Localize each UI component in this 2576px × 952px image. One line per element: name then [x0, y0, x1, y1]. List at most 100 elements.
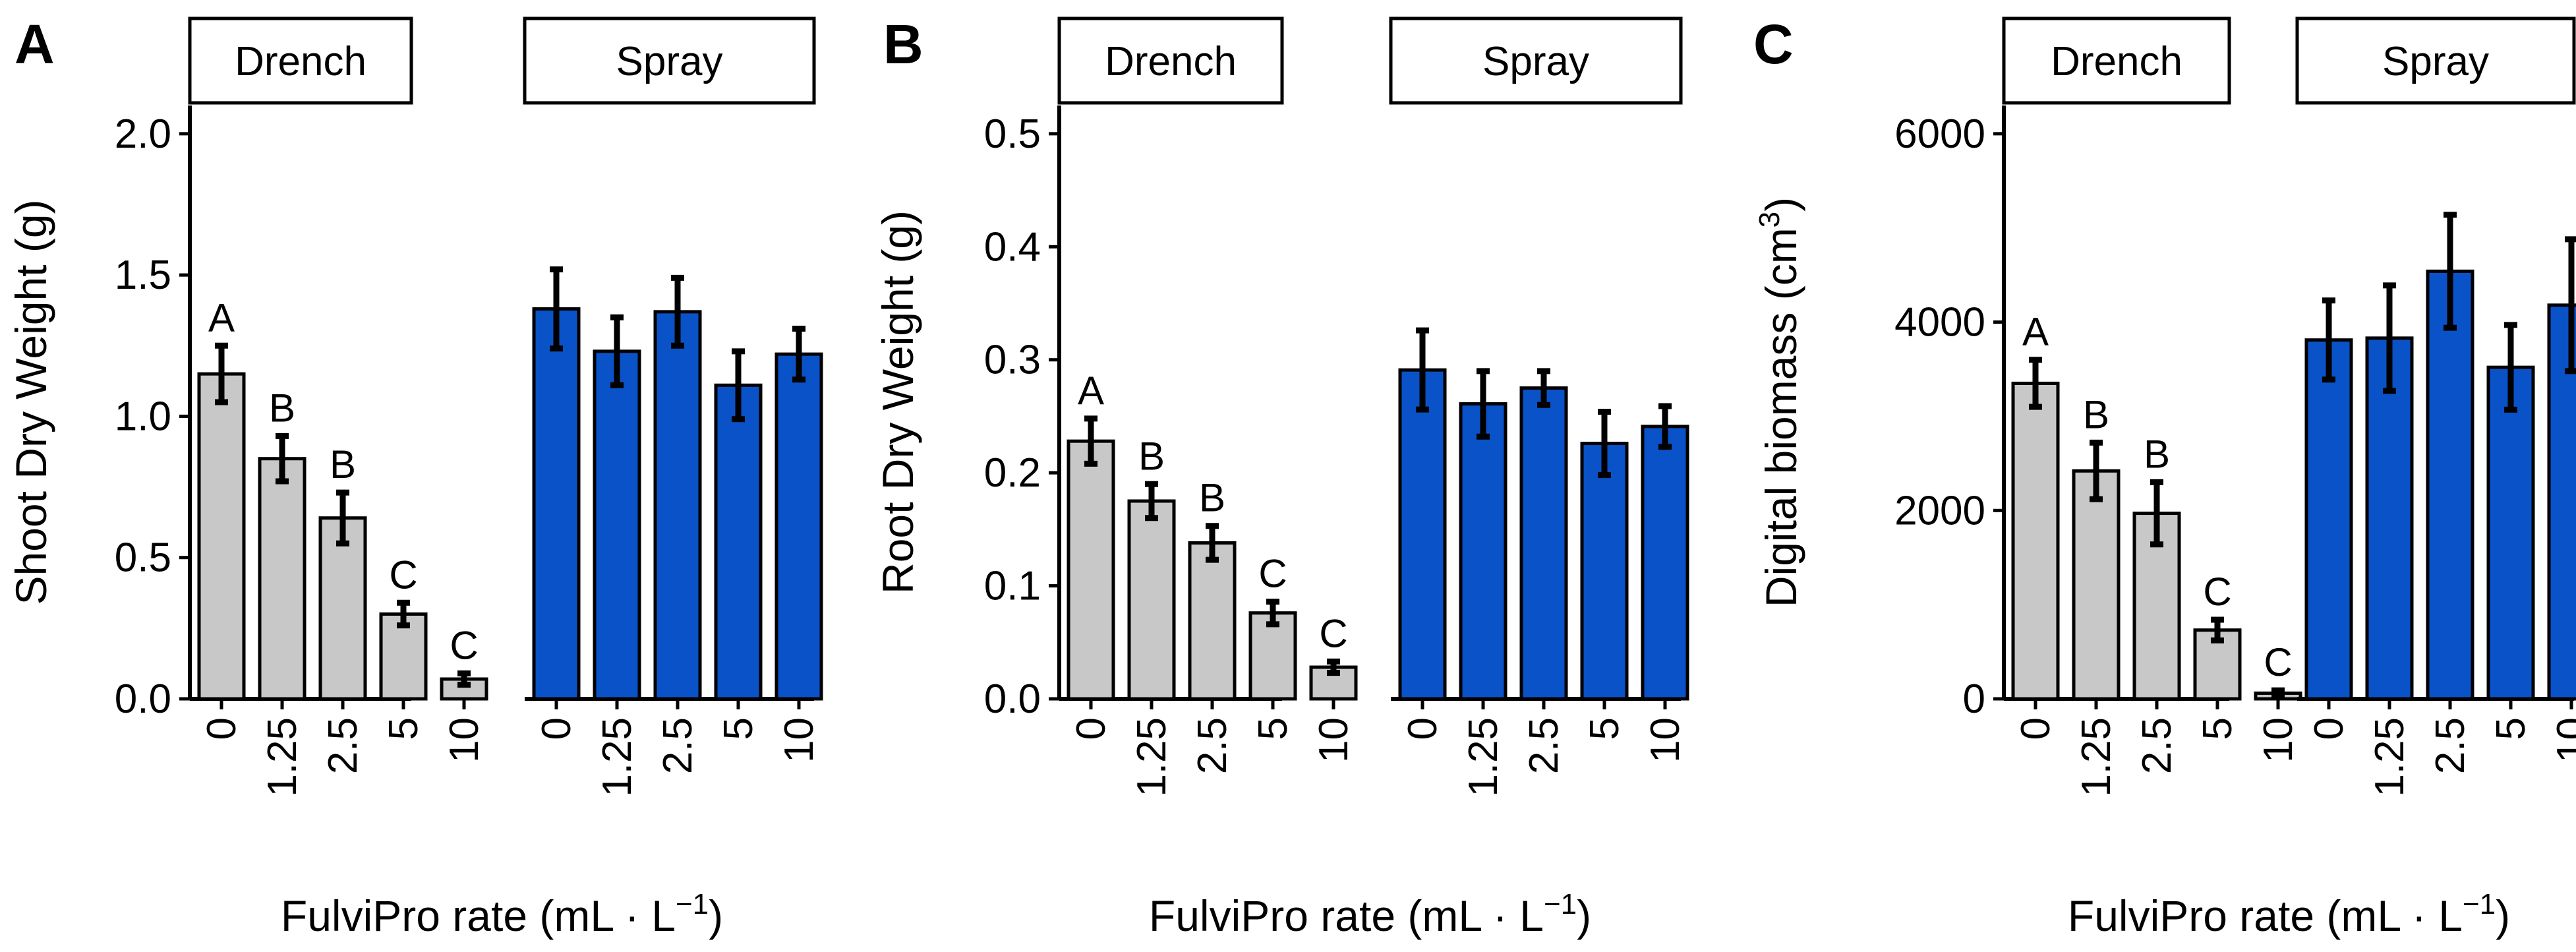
- x-tick-label: 1.25: [1461, 717, 1506, 797]
- x-axis-title-end: ): [709, 891, 723, 940]
- facet-strip-label: Spray: [1482, 39, 1589, 84]
- x-tick-label: 1.25: [2367, 717, 2413, 797]
- facet-strip-drench: [2002, 16, 2231, 105]
- significance-letter: C: [1319, 611, 1347, 655]
- significance-letter: B: [330, 442, 356, 487]
- x-tick-label: 1.25: [260, 717, 305, 797]
- significance-letter: B: [1138, 434, 1165, 478]
- x-axis-title-text: FulviPro rate (mL · L: [2068, 891, 2463, 940]
- x-tick-label: 5: [2488, 717, 2534, 740]
- x-axis-title: FulviPro rate (mL · L−1): [281, 888, 723, 940]
- bar-spray: [714, 383, 763, 701]
- significance-letter: B: [1199, 476, 1225, 520]
- x-tick-label: 5: [1250, 717, 1296, 740]
- y-tick-label: 1.0: [115, 394, 171, 439]
- bar-spray: [2486, 365, 2535, 701]
- facet-strip-label: Drench: [235, 39, 366, 84]
- x-tick-label: 2.5: [2428, 717, 2473, 774]
- panel-B: B 0.0 0.1 0.2 0.3 0.4 0.5 Root Dry Weight (g) Dr…: [873, 13, 1689, 940]
- bar-spray: [532, 307, 581, 701]
- significance-letter: C: [389, 552, 417, 597]
- facet-strip-spray: [2295, 16, 2576, 105]
- y-tick-label: 0.0: [984, 676, 1041, 722]
- x-tick-label: 5: [2195, 717, 2240, 740]
- x-axis-title-end: ): [2496, 891, 2510, 940]
- significance-letter: A: [208, 295, 235, 340]
- significance-letter: C: [450, 623, 478, 667]
- x-tick-label: 1.25: [1129, 717, 1175, 797]
- y-axis-title-sup: 3: [1753, 212, 1786, 227]
- x-tick-label: 5: [381, 717, 426, 740]
- y-axis-title-text: Digital biomass (cm: [1757, 227, 1805, 607]
- facet-strip-label: Drench: [2051, 39, 2182, 84]
- bar-drench: [2011, 381, 2060, 701]
- facet-strip-drench: [188, 16, 413, 105]
- y-axis-title-text: Shoot Dry Weight (g): [7, 199, 55, 605]
- x-tick-label: 2.5: [320, 717, 366, 774]
- y-axis-title: Shoot Dry Weight (g): [7, 199, 55, 605]
- x-tick-label: 10: [2549, 717, 2576, 763]
- bar-drench: [1188, 541, 1237, 701]
- panel-C: C 0 2000 4000 6000 Digital biomass (cm3) Drenc…: [1753, 13, 2576, 940]
- x-axis-title-text: FulviPro rate (mL · L: [1149, 891, 1544, 940]
- y-tick-label: 0.3: [984, 338, 1041, 383]
- y-axis-title: Digital biomass (cm3): [1753, 197, 1805, 607]
- y-tick-label: 0.0: [115, 676, 171, 722]
- x-tick-label: 5: [1582, 717, 1627, 740]
- x-tick-label: 10: [1311, 717, 1357, 763]
- x-tick-label: 0: [1400, 717, 1446, 740]
- significance-letter: C: [2203, 570, 2231, 614]
- x-tick-label: 0: [534, 717, 579, 740]
- panel-letter: B: [883, 13, 923, 75]
- panel-letter: A: [15, 13, 55, 75]
- facet-strip-label: Spray: [2382, 39, 2489, 84]
- x-tick-label: 10: [776, 717, 822, 763]
- x-tick-label: 5: [716, 717, 761, 740]
- y-tick-label: 2000: [1894, 488, 1985, 533]
- x-tick-label: 10: [442, 717, 487, 763]
- significance-letter: C: [2264, 640, 2292, 684]
- y-axis-title: Root Dry Weight (g): [873, 210, 922, 594]
- y-tick-label: 0.5: [115, 535, 171, 581]
- y-tick-label: 2.0: [115, 111, 171, 157]
- y-axis-title-text: Root Dry Weight (g): [873, 210, 922, 594]
- y-tick-label: 0.4: [984, 224, 1041, 270]
- x-axis-title: FulviPro rate (mL · L−1): [1149, 888, 1591, 940]
- x-tick-label: 2.5: [1190, 717, 1235, 774]
- bar-drench: [2072, 469, 2121, 701]
- x-tick-label: 2.5: [655, 717, 701, 774]
- x-tick-label: 0: [199, 717, 245, 740]
- panel-letter: C: [1753, 13, 1794, 75]
- x-tick-label: 1.25: [595, 717, 640, 797]
- x-tick-label: 0: [2013, 717, 2059, 740]
- x-tick-label: 0: [1068, 717, 1114, 740]
- bar-drench: [1127, 499, 1176, 701]
- x-tick-label: 2.5: [2134, 717, 2180, 774]
- y-tick-label: 0.2: [984, 450, 1041, 496]
- x-tick-label: 10: [2256, 717, 2301, 763]
- bar-spray: [1459, 402, 1508, 701]
- bar-spray: [1580, 442, 1629, 701]
- significance-letter: B: [269, 386, 295, 430]
- facet-strip-spray: [1389, 16, 1683, 105]
- bar-drench: [1067, 439, 1115, 701]
- x-axis-title-text: FulviPro rate (mL · L: [281, 891, 676, 940]
- x-tick-label: 2.5: [1521, 717, 1567, 774]
- x-tick-label: 1.25: [2074, 717, 2119, 797]
- y-tick-label: 6000: [1894, 111, 1985, 157]
- bar-spray: [775, 352, 823, 701]
- bar-spray: [1519, 386, 1568, 701]
- bar-spray: [2304, 338, 2353, 701]
- y-tick-label: 0: [1963, 676, 1985, 722]
- y-axis-title-end: ): [1757, 197, 1805, 212]
- significance-letter: C: [1258, 552, 1287, 596]
- panel-A: A 0.0 0.5 1.0 1.5 2.0 Shoot Dry Weight (g) Dren…: [7, 13, 823, 940]
- significance-letter: B: [2083, 392, 2109, 436]
- facet-strip-spray: [523, 16, 816, 105]
- significance-letter: A: [1078, 369, 1104, 413]
- y-tick-label: 1.5: [115, 253, 171, 298]
- y-tick-label: 4000: [1894, 300, 1985, 345]
- bar-spray: [1398, 368, 1447, 701]
- x-axis-title-end: ): [1577, 891, 1591, 940]
